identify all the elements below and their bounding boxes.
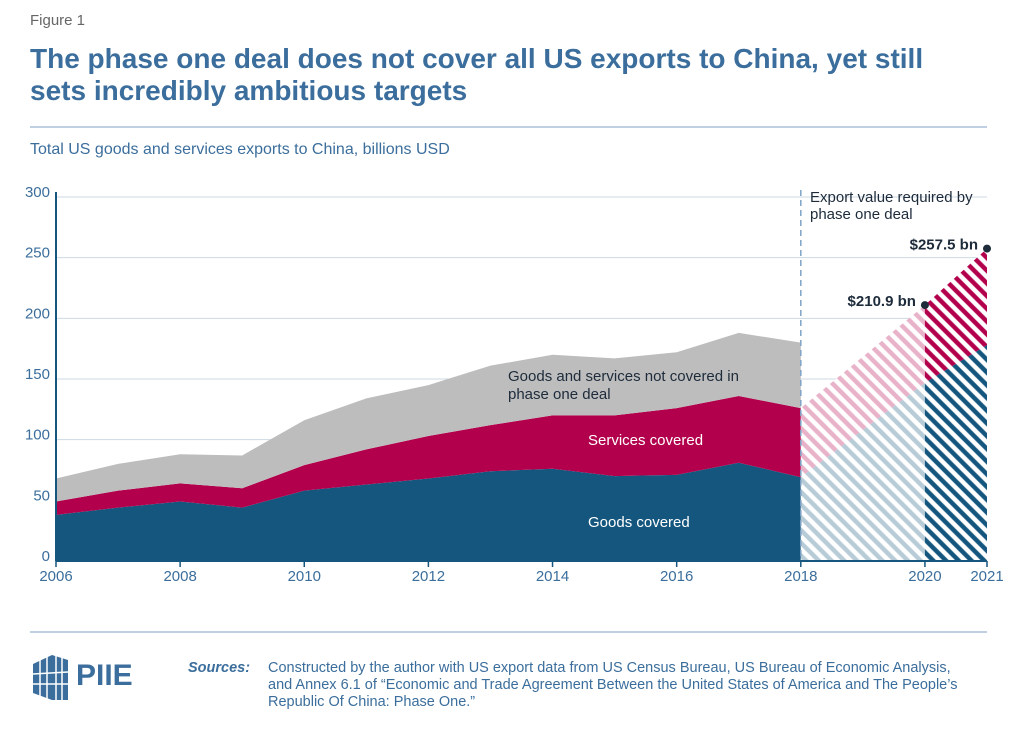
- sources-text: Constructed by the author with US export…: [268, 660, 958, 710]
- y-tick-label: 300: [25, 184, 50, 201]
- y-tick-label: 100: [25, 427, 50, 444]
- projection-area: [924, 248, 987, 383]
- sources-label: Sources:: [188, 660, 250, 676]
- x-tick-label: 2021: [970, 568, 1003, 585]
- area: [56, 462, 801, 561]
- logo-text: PIIE: [76, 659, 133, 692]
- x-tick-label: 2020: [908, 568, 941, 585]
- x-tick-label: 2012: [412, 568, 445, 585]
- total-point: [920, 301, 929, 310]
- y-tick-label: 0: [42, 548, 50, 565]
- y-tick-label: 50: [33, 487, 50, 504]
- x-tick-label: 2014: [536, 568, 569, 585]
- x-tick-label: 2008: [163, 568, 196, 585]
- area-label: Goods and services not covered in phase …: [508, 368, 739, 403]
- annotation: Export value required by phase one deal: [810, 189, 973, 223]
- chart-subtitle: Total US goods and services exports to C…: [30, 141, 450, 158]
- x-tick-label: 2018: [784, 568, 817, 585]
- projection-area: [924, 345, 987, 561]
- area-label: Services covered: [588, 432, 704, 449]
- total-label: $257.5 bn: [910, 237, 978, 254]
- total-label: $210.9 bn: [848, 293, 916, 310]
- logo-icon: [32, 655, 69, 700]
- y-tick-label: 250: [25, 245, 50, 262]
- area: [56, 332, 801, 502]
- y-tick-label: 200: [25, 305, 50, 322]
- total-point: [983, 244, 991, 253]
- x-tick-label: 2016: [660, 568, 693, 585]
- area-label: Goods covered: [588, 514, 690, 531]
- chart-title: The phase one deal does not cover all US…: [30, 43, 924, 106]
- y-tick-label: 150: [25, 366, 50, 383]
- x-tick-label: 2010: [288, 568, 321, 585]
- x-tick-label: 2006: [39, 568, 72, 585]
- figure-label: Figure 1: [30, 12, 86, 29]
- area: [56, 395, 801, 515]
